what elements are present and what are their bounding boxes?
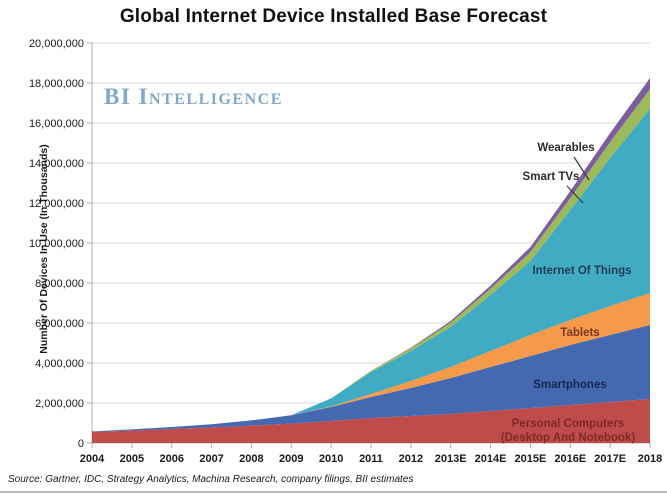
x-axis-tick-label: 2008 bbox=[239, 453, 263, 465]
annotation-leader-line bbox=[566, 185, 584, 204]
x-axis-tick-label: 2012 bbox=[399, 453, 423, 465]
x-axis-tick-label: 2011 bbox=[359, 453, 383, 465]
area-personal-computers-desktop-and-notebook bbox=[92, 399, 650, 443]
y-axis-tick-label: 4,000,000 bbox=[35, 358, 84, 370]
x-axis-tick-label: 2017E bbox=[594, 453, 626, 465]
y-axis-tick-label: 6,000,000 bbox=[35, 318, 84, 330]
x-axis-tick-label: 2014E bbox=[475, 453, 507, 465]
bi-intelligence-watermark: BI Intelligence bbox=[104, 84, 283, 109]
x-axis-tick-label: 2007 bbox=[199, 453, 223, 465]
area-smartphones bbox=[92, 325, 650, 432]
x-axis-tick-label: 2013E bbox=[435, 453, 467, 465]
y-axis-tick-label: 14,000,000 bbox=[29, 158, 84, 170]
y-axis-tick-label: 20,000,000 bbox=[29, 38, 84, 50]
chart-title: Global Internet Device Installed Base Fo… bbox=[119, 6, 548, 27]
x-axis-tick-label: 2006 bbox=[159, 453, 183, 465]
source-note: Source: Gartner, IDC, Strategy Analytics… bbox=[8, 474, 414, 485]
x-axis-tick-label: 2005 bbox=[120, 453, 144, 465]
series-label-personal-computers: Personal Computers bbox=[512, 418, 624, 430]
annotation-leader-line bbox=[573, 156, 590, 181]
y-axis-tick-label: 0 bbox=[78, 438, 84, 450]
y-axis-tick-label: 8,000,000 bbox=[35, 278, 84, 290]
series-label-desktop-and-notebook: (Desktop And Notebook) bbox=[501, 432, 636, 444]
y-axis-tick-label: 18,000,000 bbox=[29, 78, 84, 90]
series-label-smartphones: Smartphones bbox=[533, 379, 607, 391]
y-axis-tick-label: 16,000,000 bbox=[29, 118, 84, 130]
series-label-smart-tvs: Smart TVs bbox=[523, 171, 580, 183]
bottom-divider bbox=[0, 491, 667, 493]
x-axis-tick-label: 2015E bbox=[515, 453, 547, 465]
y-axis-tick-label: 2,000,000 bbox=[35, 398, 84, 410]
series-label-wearables: Wearables bbox=[537, 142, 594, 154]
x-axis-tick-label: 2009 bbox=[279, 453, 303, 465]
stacked-area-chart-canvas: 0 2,000,000 4,000,000 6,000,000 8,000,000 10,… bbox=[29, 38, 662, 465]
area-internet-of-things bbox=[92, 109, 650, 432]
y-axis-tick-label: 12,000,000 bbox=[29, 198, 84, 210]
x-axis-tick-label: 2018 bbox=[638, 453, 662, 465]
x-axis-tick-label: 2016E bbox=[554, 453, 586, 465]
x-axis-tick-label: 2004 bbox=[80, 453, 105, 465]
series-label-tablets: Tablets bbox=[560, 327, 599, 339]
series-label-internet-of-things: Internet Of Things bbox=[532, 265, 631, 277]
y-axis-tick-label: 10,000,000 bbox=[29, 238, 84, 250]
x-axis-tick-label: 2010 bbox=[319, 453, 343, 465]
